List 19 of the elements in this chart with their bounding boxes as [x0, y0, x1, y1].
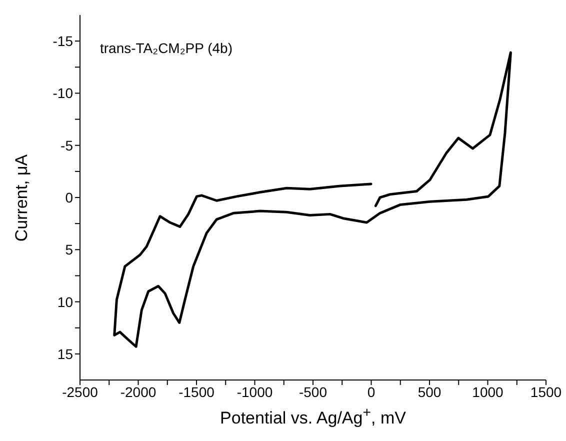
x-tick-label: -1500	[178, 384, 215, 400]
x-tick-label: -2500	[62, 384, 98, 400]
y-tick-label: 15	[57, 346, 74, 362]
y-tick-label: 10	[57, 294, 74, 310]
x-tick-label: -1000	[236, 384, 273, 400]
y-tick-label: -5	[60, 137, 74, 154]
x-tick-label: 0	[367, 384, 376, 400]
x-tick-label: 1000	[472, 384, 504, 400]
x-tick-label: 1500	[530, 384, 562, 400]
x-tick-label: -500	[298, 384, 328, 400]
y-axis-title: Current, μA	[12, 154, 32, 242]
y-tick-label: 5	[65, 242, 74, 258]
x-axis-title: Potential vs. Ag/Ag$^{+}$, mV	[219, 405, 407, 429]
annotation: trans-TA₂CM₂PP (4b)	[100, 40, 232, 56]
x-tick-label: -2000	[120, 384, 156, 400]
y-tick-label: -15	[52, 33, 74, 50]
x-tick-label: 500	[418, 384, 442, 400]
y-tick-label: -10	[52, 85, 74, 102]
y-tick-label: 0	[65, 189, 74, 206]
